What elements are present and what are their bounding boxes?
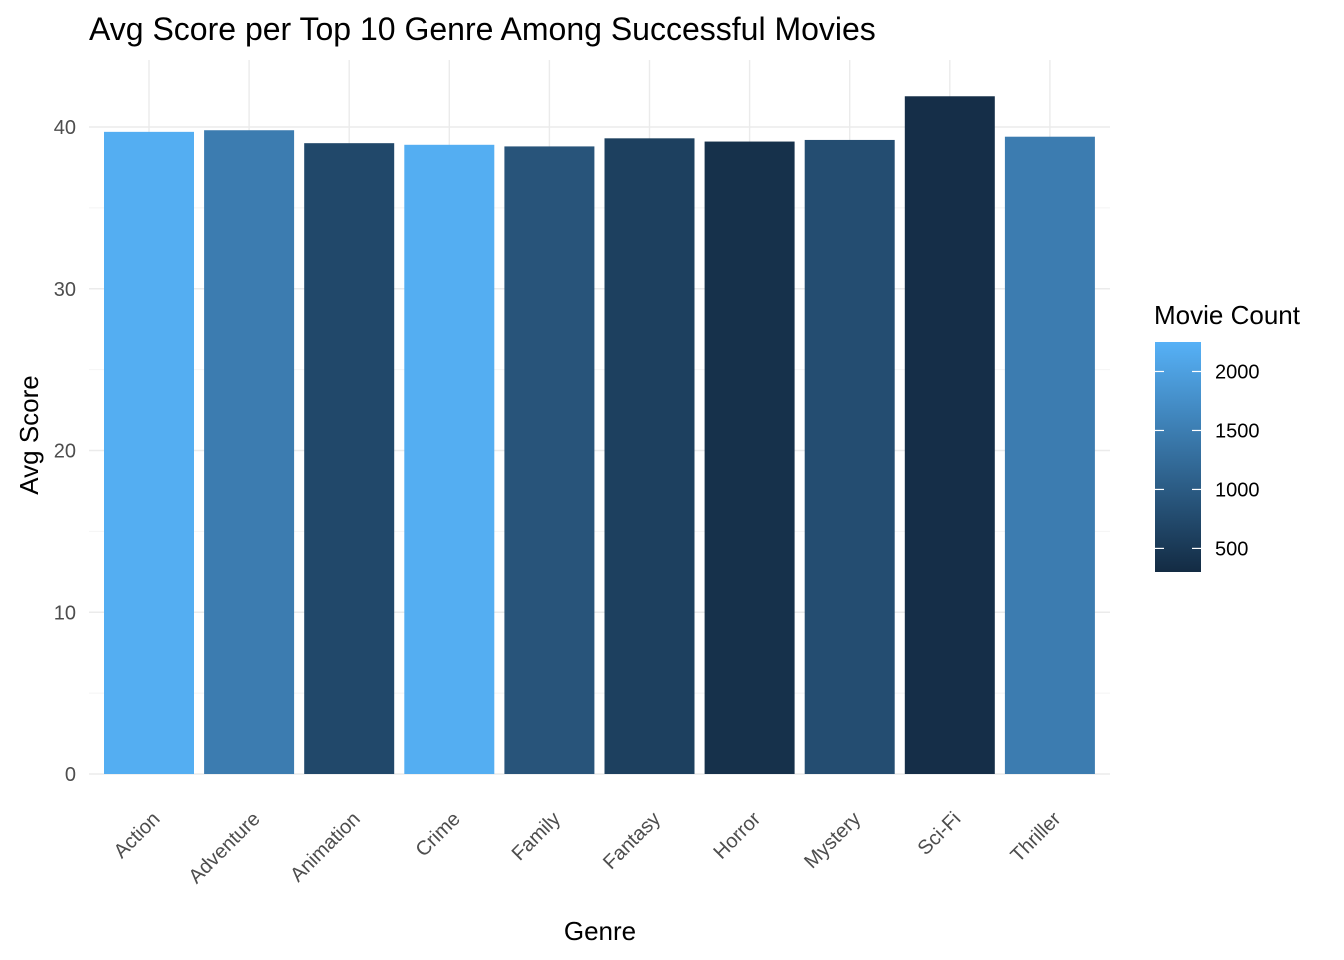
- x-tick-label: Thriller: [1007, 808, 1066, 867]
- bar-family: [504, 146, 595, 774]
- y-axis-title: Avg Score: [14, 375, 44, 494]
- x-tick-label: Fantasy: [599, 808, 665, 874]
- y-tick-label: 40: [54, 117, 76, 139]
- legend: Movie Count 2000 1500 1000 500: [1154, 300, 1301, 572]
- bar-horror: [704, 141, 795, 774]
- bars: [104, 96, 1095, 775]
- x-tick-label: Animation: [286, 808, 364, 886]
- bar-adventure: [204, 130, 295, 775]
- bar-fantasy: [604, 138, 695, 774]
- y-tick-label: 30: [54, 279, 76, 301]
- y-tick-label: 0: [65, 764, 76, 786]
- legend-title: Movie Count: [1154, 300, 1301, 330]
- legend-ticks: 2000 1500 1000 500: [1155, 361, 1260, 560]
- bar-thriller: [1004, 136, 1095, 774]
- x-tick-label: Family: [508, 808, 565, 865]
- x-axis-tick-labels: Action Adventure Animation Crime Family Fanta…: [110, 808, 1066, 888]
- bar-action: [104, 131, 194, 775]
- y-tick-label: 10: [54, 602, 76, 624]
- legend-tick-label: 2000: [1215, 361, 1260, 383]
- legend-tick-label: 1500: [1215, 420, 1260, 442]
- chart-title: Avg Score per Top 10 Genre Among Success…: [89, 11, 876, 47]
- bar-animation: [304, 143, 395, 775]
- x-axis-title: Genre: [564, 916, 636, 946]
- y-axis-tick-labels: 0 10 20 30 40: [54, 117, 76, 786]
- legend-tick-label: 1000: [1215, 479, 1260, 501]
- bar-mystery: [804, 139, 895, 774]
- legend-colorbar: [1155, 342, 1201, 572]
- bar-sci-fi: [904, 96, 995, 774]
- x-tick-label: Crime: [412, 808, 465, 861]
- x-tick-label: Sci-Fi: [914, 808, 966, 860]
- y-tick-label: 20: [54, 441, 76, 463]
- legend-tick-label: 500: [1215, 538, 1248, 560]
- bar-crime: [404, 144, 495, 775]
- x-tick-label: Action: [110, 808, 165, 863]
- x-tick-label: Horror: [710, 808, 766, 864]
- x-tick-label: Mystery: [800, 808, 865, 873]
- x-tick-label: Adventure: [185, 808, 265, 888]
